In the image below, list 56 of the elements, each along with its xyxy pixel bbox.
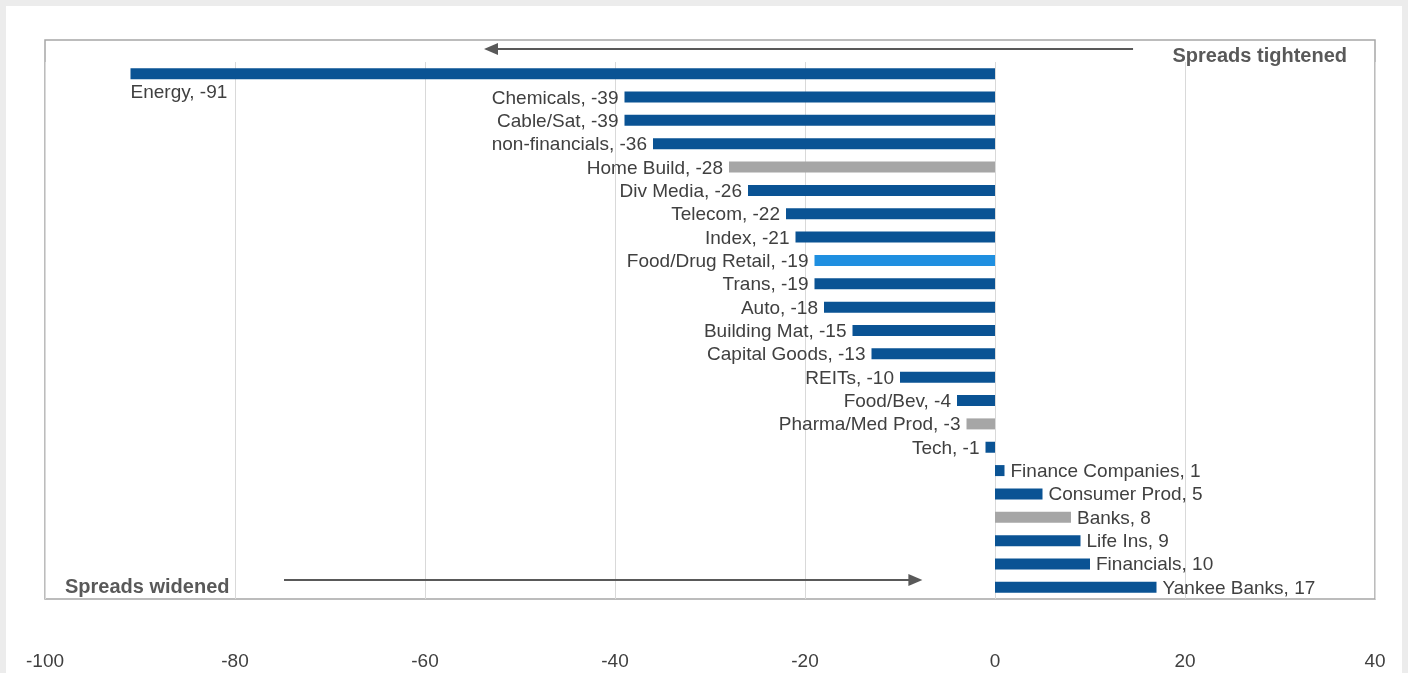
x-tick-label: -60 xyxy=(411,650,439,671)
bar xyxy=(900,371,995,383)
bar xyxy=(653,138,995,150)
x-tick-label: 40 xyxy=(1364,650,1386,671)
y-tick-label: Life Ins, 9 xyxy=(1086,530,1169,552)
y-tick-label: Capital Goods, -13 xyxy=(707,343,866,365)
y-tick-label: Cable/Sat, -39 xyxy=(497,109,619,131)
bar xyxy=(995,535,1081,547)
bar xyxy=(748,184,995,196)
y-tick-label: REITs, -10 xyxy=(805,366,894,388)
y-tick-label: Index, -21 xyxy=(705,226,790,248)
bar xyxy=(624,114,995,126)
y-tick-label: Energy, -91 xyxy=(130,81,228,103)
bar xyxy=(786,208,995,220)
bar xyxy=(995,581,1157,593)
bar xyxy=(852,325,995,336)
bar xyxy=(871,348,995,360)
y-tick-label: Yankee Banks, 17 xyxy=(1162,576,1316,598)
bar xyxy=(624,91,995,103)
bar xyxy=(814,254,995,266)
y-tick-label: Chemicals, -39 xyxy=(491,86,619,108)
y-tick-label: Financials, 10 xyxy=(1096,553,1214,575)
y-tick-label: Telecom, -22 xyxy=(671,203,780,225)
x-tick-label: -100 xyxy=(25,650,65,671)
bar xyxy=(995,465,1005,477)
y-tick-label: Trans, -19 xyxy=(722,273,809,295)
annotation: Spreads widened xyxy=(65,575,230,598)
y-tick-label: Food/Drug Retail, -19 xyxy=(626,249,809,271)
x-tick-label: -80 xyxy=(221,650,249,671)
bar xyxy=(995,558,1090,570)
bar xyxy=(130,68,995,80)
annotation: Spreads tightened xyxy=(1172,44,1347,67)
y-tick-label: Food/Bev, -4 xyxy=(843,390,952,412)
y-tick-label: Pharma/Med Prod, -3 xyxy=(778,413,961,435)
y-tick-label: non-financials, -36 xyxy=(491,133,647,155)
bar xyxy=(795,231,995,243)
x-tick-label: -20 xyxy=(791,650,819,671)
y-tick-label: Building Mat, -15 xyxy=(703,320,847,341)
x-tick-label: 0 xyxy=(989,650,1001,671)
x-tick-label: -40 xyxy=(601,650,629,671)
bar xyxy=(985,441,995,453)
bar xyxy=(966,418,995,430)
y-tick-label: Tech, -1 xyxy=(911,436,980,458)
y-tick-label: Auto, -18 xyxy=(740,296,818,318)
bar xyxy=(995,511,1071,523)
bar xyxy=(824,301,995,313)
y-tick-label: Div Media, -26 xyxy=(619,179,742,201)
y-tick-label: Consumer Prod, 5 xyxy=(1048,483,1203,505)
bar xyxy=(814,278,995,290)
y-tick-label: Finance Companies, 1 xyxy=(1010,460,1201,482)
bar xyxy=(995,488,1043,500)
x-tick-label: 20 xyxy=(1174,650,1196,671)
bar xyxy=(957,395,995,407)
bar xyxy=(729,161,995,173)
y-tick-label: Banks, 8 xyxy=(1077,506,1151,528)
y-tick-label: Home Build, -28 xyxy=(586,156,723,178)
